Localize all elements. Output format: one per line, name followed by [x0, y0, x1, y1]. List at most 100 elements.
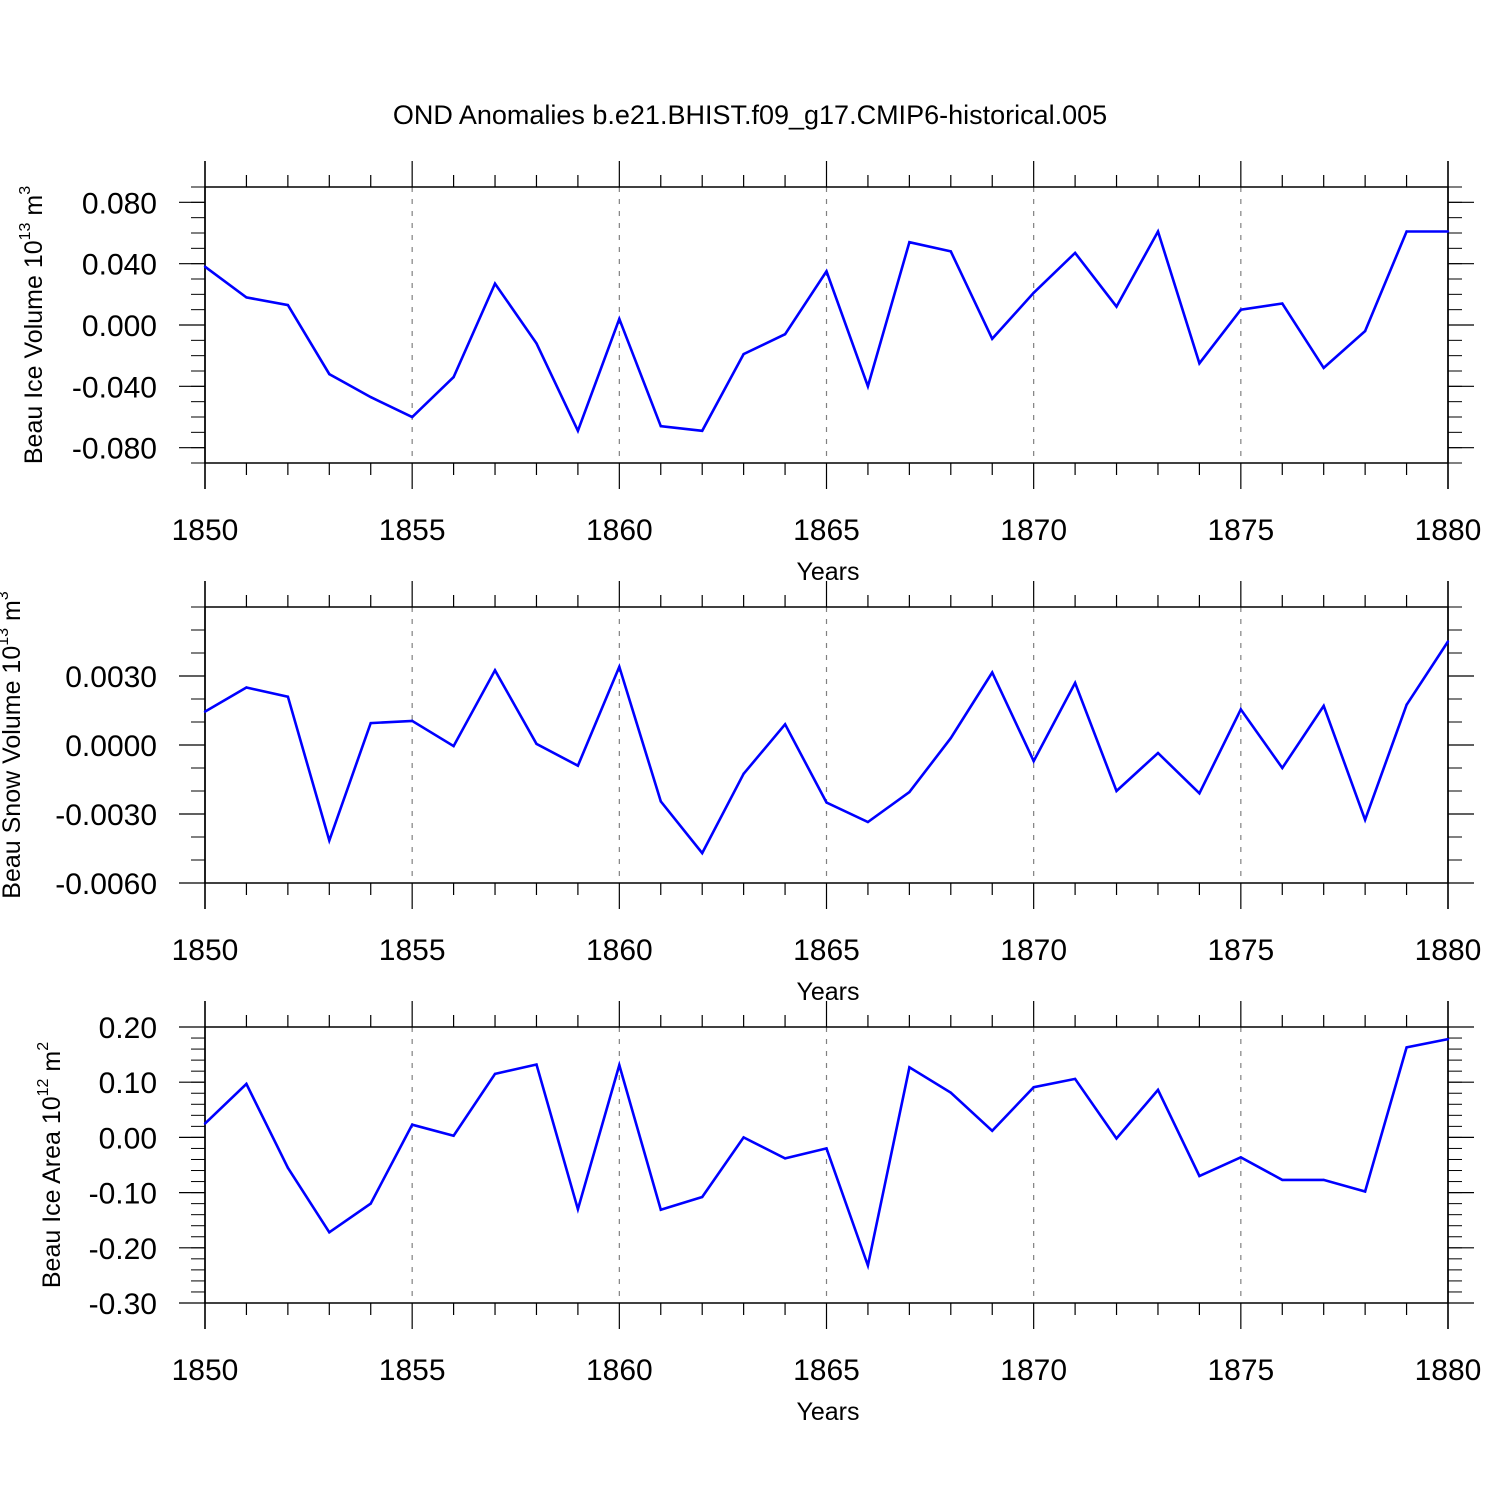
panel-ice-volume: Beau Ice Volume 1013 m3 Years -0.080 -0.0…: [17, 161, 1481, 586]
ice-volume-y-axis-label: Beau Ice Volume 1013 m3: [17, 186, 48, 464]
ice-volume-data-point: [783, 333, 787, 336]
panel-snow-volume: Beau Snow Volume 1013 m3 Years -0.0060 -0…: [0, 581, 1481, 1006]
ice-volume-data-point: [369, 395, 372, 399]
ice-area-x-axis-label: Years: [796, 1398, 859, 1426]
snow-volume-data-point: [328, 839, 331, 842]
ice-area-y-tick-label: -0.20: [89, 1233, 157, 1266]
ice-area-data-point: [1322, 1178, 1325, 1182]
ice-area-y-label-exp: 12: [35, 1078, 52, 1096]
snow-volume-data-point: [1363, 818, 1367, 821]
ice-volume-data-point: [535, 342, 538, 345]
ice-volume-y-label-unit: m: [20, 195, 48, 223]
ice-area-data-point: [1156, 1088, 1160, 1092]
ice-area-x-tick-label: 1855: [379, 1354, 446, 1387]
snow-volume-series-line: [204, 640, 1450, 856]
ice-volume-y-label-unit-exp: 3: [17, 186, 34, 195]
ice-volume-data-point: [1239, 308, 1243, 311]
snow-volume-data-point: [410, 719, 414, 723]
snow-volume-data-point: [991, 671, 994, 674]
ice-volume-data-point: [410, 415, 414, 419]
snow-volume-data-point: [1073, 681, 1077, 685]
ice-volume-x-axis-label: Years: [796, 558, 859, 586]
snow-volume-data-point: [1032, 759, 1035, 763]
ice-volume-data-point: [949, 250, 952, 253]
ice-area-y-tick-label: 0.00: [99, 1122, 157, 1155]
ice-area-data-point: [825, 1147, 828, 1150]
ice-area-data-point: [866, 1264, 870, 1267]
snow-volume-data-point: [245, 686, 248, 689]
ice-volume-data-point: [576, 429, 580, 432]
ice-volume-plot-frame: [204, 186, 1449, 464]
ice-area-data-point: [1446, 1037, 1450, 1041]
ice-area-x-tick-label: 1865: [793, 1354, 860, 1387]
snow-volume-y-label-unit: m: [0, 600, 26, 628]
snow-volume-data-point: [1446, 640, 1450, 643]
snow-volume-x-axis-label: Years: [796, 978, 859, 1006]
ice-area-y-axis-label: Beau Ice Area 1012 m2: [35, 1042, 66, 1288]
snow-volume-data-point: [1405, 703, 1408, 706]
ice-area-data-point: [1405, 1046, 1408, 1049]
ice-volume-data-point: [618, 317, 621, 321]
ice-volume-data-point: [1405, 230, 1408, 233]
ice-area-x-tick-label: 1875: [1207, 1354, 1274, 1387]
ice-area-data-point: [245, 1082, 248, 1086]
ice-area-x-tick-label: 1850: [172, 1354, 239, 1387]
snow-volume-data-point: [576, 764, 580, 767]
ice-volume-data-point: [245, 296, 248, 299]
ice-area-data-point: [410, 1123, 414, 1126]
ice-volume-y-tick-label: -0.040: [72, 371, 157, 404]
snow-volume-y-label-main: Beau Snow Volume 10: [0, 646, 26, 899]
ice-area-y-tick-label: 0.20: [99, 1012, 157, 1045]
ice-area-data-point: [535, 1063, 538, 1066]
snow-volume-plot-frame: [204, 606, 1449, 884]
snow-volume-data-point: [1322, 704, 1325, 708]
ice-volume-data-point: [286, 303, 290, 307]
snow-volume-data-point: [908, 790, 911, 794]
snow-volume-data-point: [618, 665, 621, 668]
ice-volume-data-point: [1073, 251, 1077, 255]
ice-volume-data-point: [659, 425, 662, 428]
ice-volume-data-point: [825, 270, 828, 273]
snow-volume-data-point: [286, 695, 290, 698]
ice-volume-data-point: [1322, 366, 1325, 370]
ice-volume-x-tick-label: 1875: [1207, 514, 1274, 547]
ice-area-y-label-unit: m: [38, 1051, 66, 1079]
snow-volume-x-tick-label: 1860: [586, 934, 653, 967]
snow-volume-data-point: [825, 801, 828, 804]
snow-volume-data-point: [369, 721, 372, 725]
ice-volume-y-tick-label: 0.000: [82, 310, 157, 343]
ice-volume-data-point: [1198, 362, 1201, 365]
snow-volume-y-label-unit-exp: 3: [0, 591, 12, 600]
snow-volume-data-point: [203, 710, 207, 713]
ice-volume-x-tick-label: 1860: [586, 514, 653, 547]
snow-volume-data-point: [493, 669, 497, 672]
ice-area-data-point: [908, 1066, 911, 1069]
ice-volume-data-point: [1156, 230, 1160, 233]
ice-volume-data-point: [203, 265, 207, 268]
ice-area-x-tick-label: 1880: [1415, 1354, 1482, 1387]
ice-area-data-point: [369, 1202, 372, 1205]
snow-volume-data-point: [742, 772, 745, 775]
snow-volume-x-tick-label: 1875: [1207, 934, 1274, 967]
ice-area-data-point: [659, 1208, 662, 1211]
ice-area-y-label-unit-exp: 2: [35, 1042, 52, 1051]
ice-volume-data-point: [742, 352, 745, 356]
snow-volume-data-point: [866, 820, 870, 824]
ice-volume-data-point: [328, 372, 331, 376]
ice-area-data-point: [452, 1134, 455, 1137]
ice-area-y-tick-label: -0.30: [89, 1288, 157, 1321]
snow-volume-x-tick-label: 1870: [1000, 934, 1067, 967]
ice-area-y-tick-label: -0.10: [89, 1178, 157, 1211]
ice-area-data-point: [1239, 1156, 1243, 1159]
snow-volume-data-point: [701, 851, 704, 855]
snow-volume-y-tick-label: 0.0000: [65, 730, 157, 763]
ice-area-data-point: [576, 1207, 580, 1211]
ice-area-data-point: [1198, 1174, 1201, 1178]
ice-volume-y-tick-label: -0.080: [72, 433, 157, 466]
ice-volume-data-point: [701, 429, 704, 432]
ice-volume-data-point: [1032, 291, 1035, 294]
ice-volume-x-tick-label: 1850: [172, 514, 239, 547]
ice-volume-data-point: [493, 282, 497, 285]
ice-area-x-tick-label: 1860: [586, 1354, 653, 1387]
ice-area-data-point: [701, 1195, 704, 1199]
